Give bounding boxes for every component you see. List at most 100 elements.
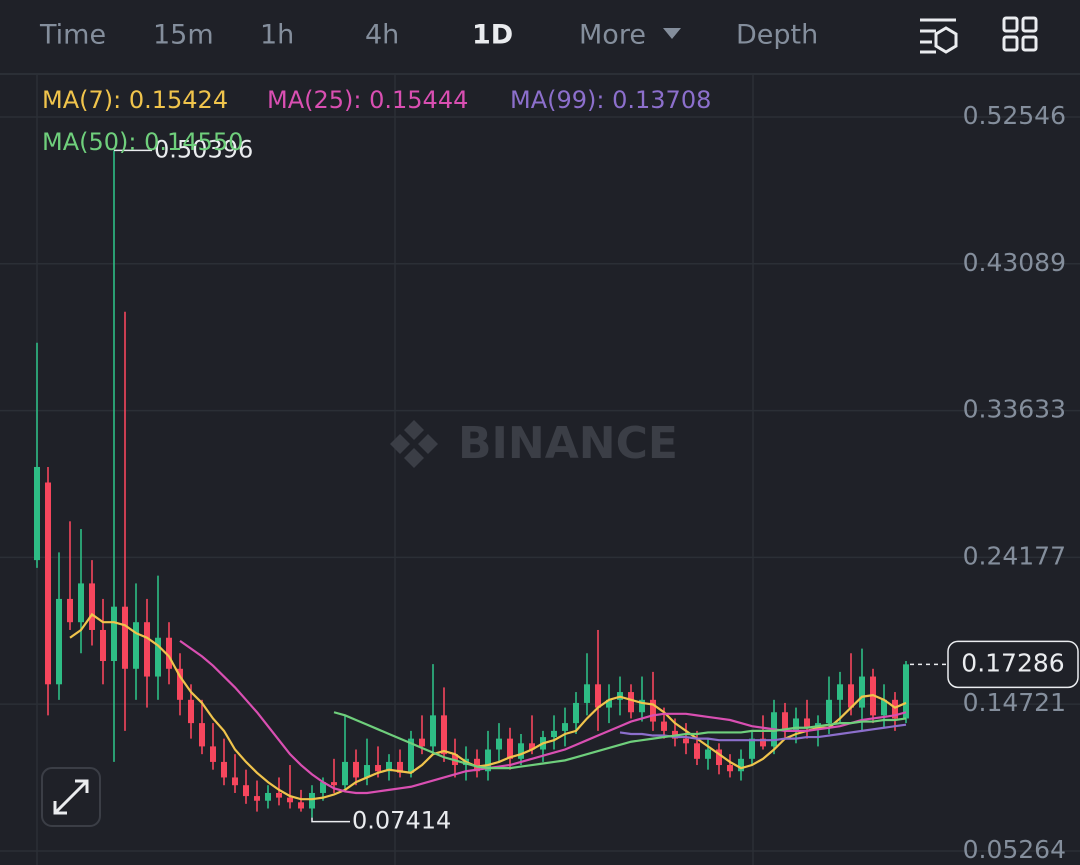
candle-body <box>705 749 711 759</box>
low-label: 0.07414 <box>352 807 451 835</box>
candle-body <box>507 738 513 759</box>
candle-body <box>232 777 238 786</box>
candle-body <box>199 723 205 747</box>
y-tick-label: 0.52546 <box>963 101 1066 130</box>
candle-body <box>551 730 557 738</box>
candle-body <box>826 699 832 724</box>
candle-body <box>903 664 909 719</box>
candle-body <box>386 761 392 772</box>
candle-body <box>320 782 326 793</box>
candle-body <box>760 738 766 747</box>
y-tick-label: 0.33633 <box>963 395 1066 424</box>
candle-body <box>782 712 788 731</box>
candle-body <box>309 792 315 809</box>
legend: MA(7): 0.15424 MA(25): 0.15444 MA(99): 0… <box>42 86 711 156</box>
candle-body <box>155 637 161 677</box>
ma-line <box>179 639 907 795</box>
candle-body <box>837 684 843 700</box>
candle-body <box>441 715 447 755</box>
high-label: 0.50396 <box>154 135 253 163</box>
candle-body <box>221 761 227 778</box>
candle-body <box>848 684 854 708</box>
candle-body <box>89 583 95 630</box>
tab[interactable]: 1h <box>260 20 294 51</box>
dropdown-arrow <box>663 28 681 39</box>
candle-body <box>683 738 689 744</box>
toolbar: Time 15m 1h 4h 1D More Depth <box>39 16 1038 54</box>
candle-body <box>529 743 535 750</box>
legend-entry: MA(7): 0.15424 <box>42 86 228 114</box>
tab[interactable]: 15m <box>153 20 214 51</box>
candle-body <box>265 792 271 801</box>
candle-body <box>628 692 634 713</box>
candle-body <box>881 699 887 716</box>
candle-body <box>474 758 480 772</box>
current-price: 0.17286 <box>961 648 1064 677</box>
candle-body <box>419 738 425 747</box>
tab-active[interactable]: 1D <box>472 20 513 51</box>
candle-body <box>804 718 810 728</box>
candle-body <box>859 676 865 708</box>
candle-body <box>243 785 249 797</box>
candle-body <box>562 723 568 731</box>
candle-body <box>364 765 370 778</box>
candle-body <box>397 761 403 773</box>
tab[interactable]: 4h <box>365 20 399 51</box>
candle-body <box>67 598 73 623</box>
candle-body <box>749 738 755 759</box>
price-box <box>947 640 1079 689</box>
candle-body <box>254 796 260 801</box>
expand-button[interactable] <box>41 767 101 827</box>
candle-body <box>892 699 898 719</box>
candle-body <box>485 749 491 772</box>
candle-body <box>716 749 722 766</box>
tab[interactable]: Time <box>39 20 106 51</box>
candle-body <box>694 743 700 759</box>
y-tick-label: 0.05264 <box>963 835 1066 864</box>
ma-line <box>333 711 907 770</box>
candle-body <box>111 606 117 662</box>
candle-body <box>210 746 216 762</box>
settings-icon[interactable] <box>920 18 958 54</box>
candle-body <box>595 684 601 708</box>
plot: 0.05264 0.14721 0.24177 0.33633 0.43089 0.525… <box>0 101 1080 864</box>
low-marker <box>311 817 350 823</box>
candle-body <box>342 761 348 786</box>
candle-body <box>331 782 337 786</box>
candle-body <box>661 721 667 731</box>
candle-body <box>639 699 645 713</box>
candle-body <box>573 702 579 724</box>
candle-body <box>34 466 40 561</box>
candle-body <box>298 802 304 809</box>
legend-entry: MA(99): 0.13708 <box>510 86 711 114</box>
y-tick-label: 0.14721 <box>963 688 1066 717</box>
candle-body <box>177 668 183 700</box>
tab[interactable]: Depth <box>736 20 818 51</box>
candle-body <box>584 684 590 703</box>
candle-body <box>122 606 128 669</box>
candle-body <box>408 738 414 773</box>
candle-body <box>375 765 381 772</box>
legend-entry: MA(50): 0.14550 <box>42 128 243 156</box>
candle-body <box>518 743 524 759</box>
candle-body <box>100 629 106 662</box>
candle-body <box>276 792 282 798</box>
candle-body <box>188 699 194 724</box>
candle-body <box>56 598 62 685</box>
candle-body <box>287 797 293 803</box>
candle-body <box>606 699 612 708</box>
candle-body <box>166 637 172 669</box>
candle-body <box>430 715 436 747</box>
legend-entry: MA(25): 0.15444 <box>267 86 468 114</box>
candle-body <box>353 761 359 778</box>
candle-body <box>144 622 150 677</box>
candle-body <box>133 622 139 669</box>
watermark: BINANCE <box>390 418 678 469</box>
y-tick-label: 0.24177 <box>963 541 1066 570</box>
candle-body <box>78 583 84 623</box>
tab[interactable]: More <box>579 20 646 51</box>
candle-body <box>793 718 799 731</box>
layout-icon[interactable] <box>1002 16 1038 52</box>
